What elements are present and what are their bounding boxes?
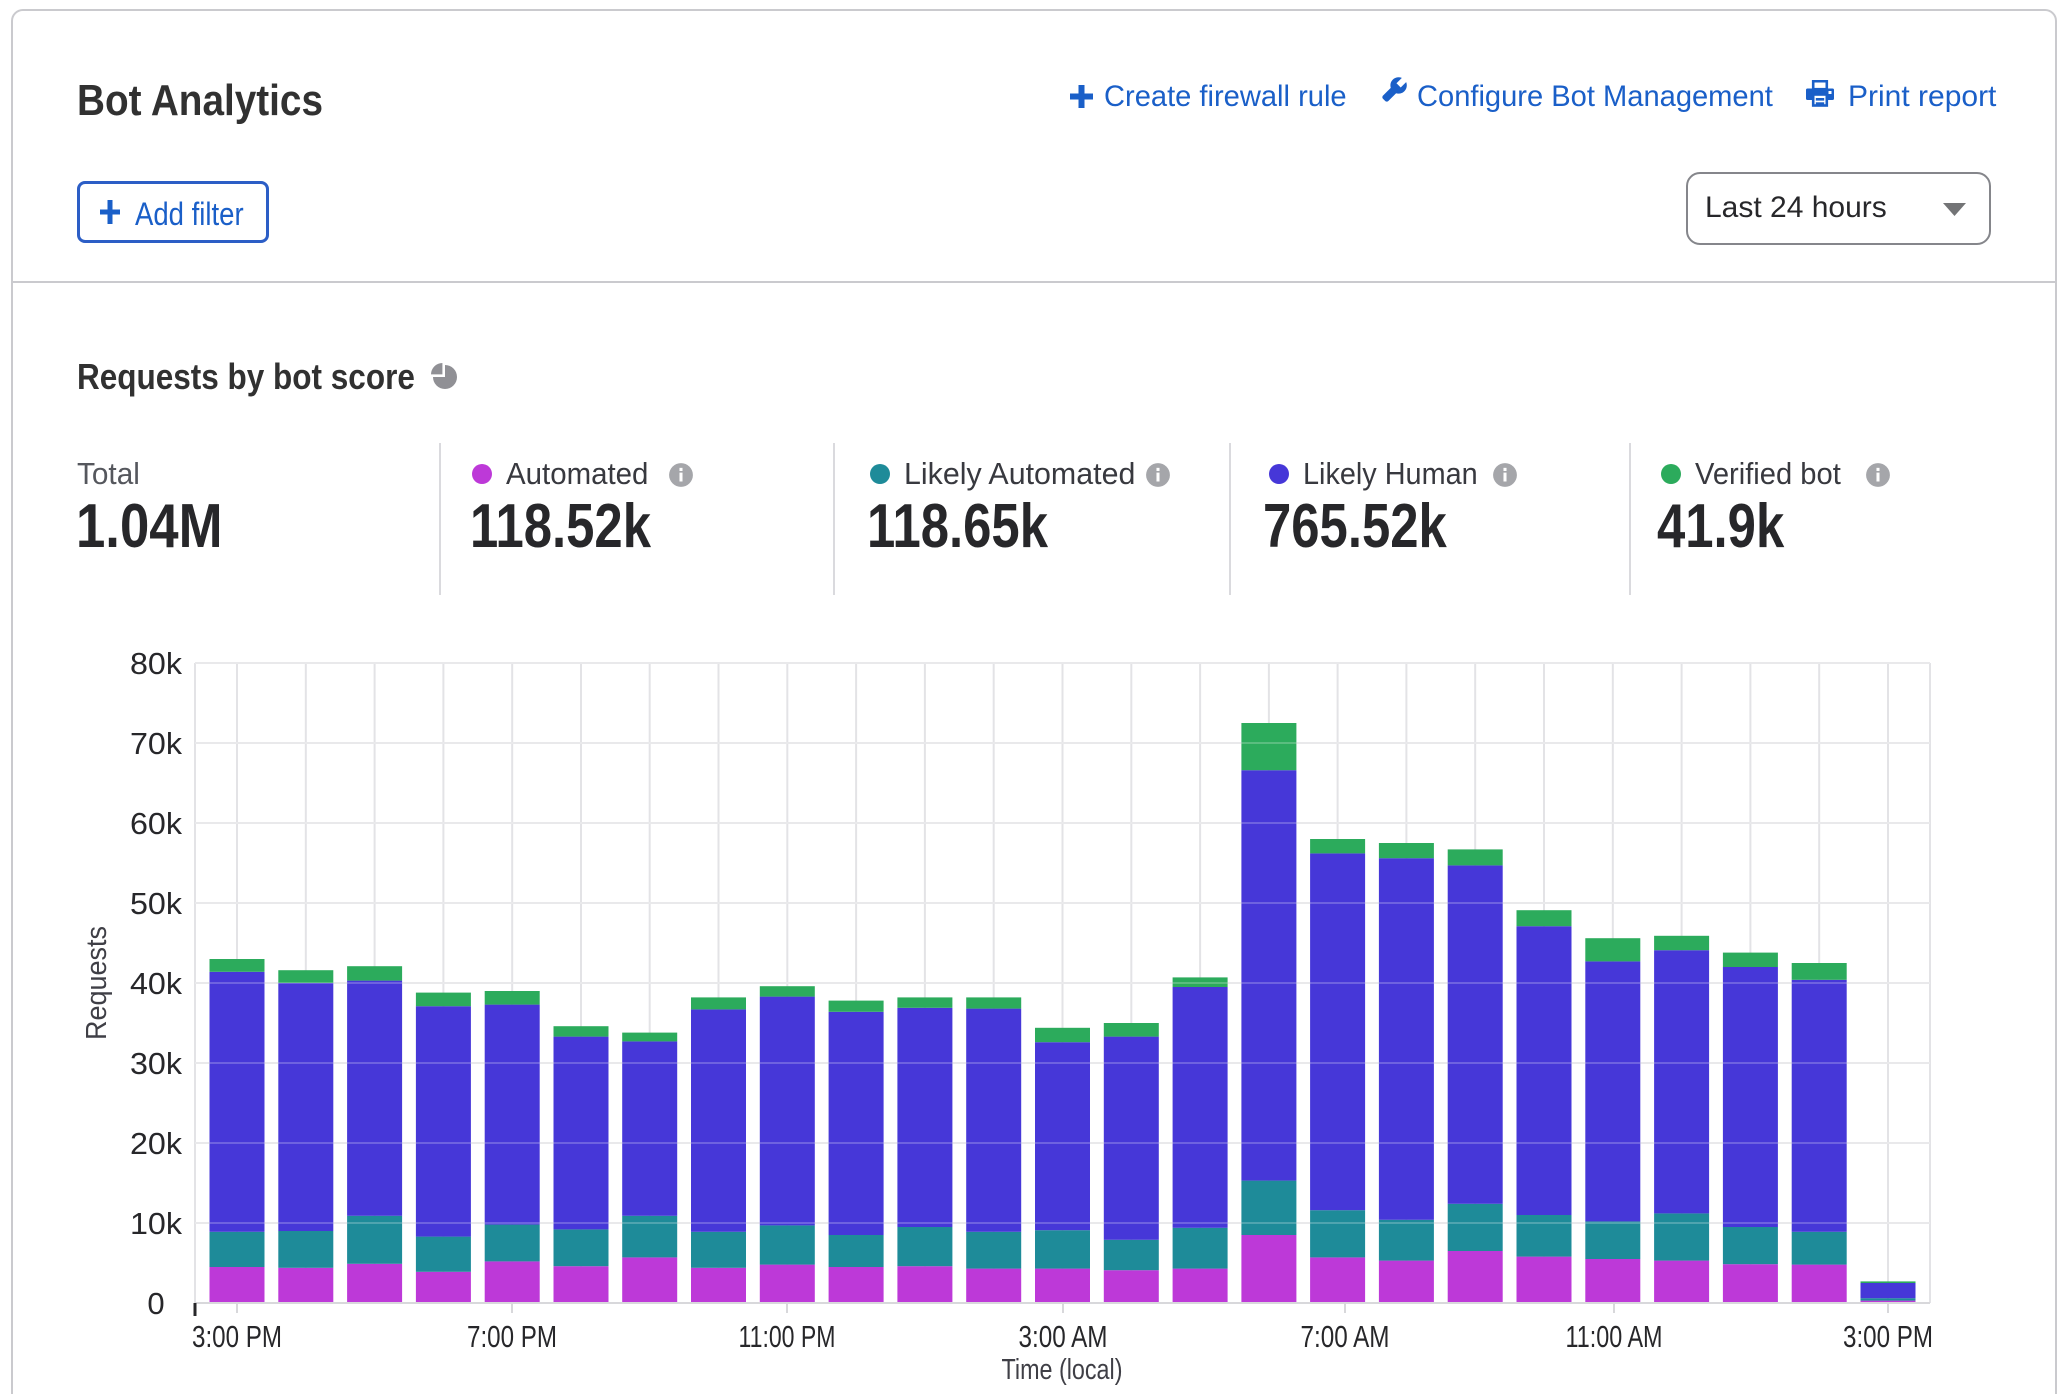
svg-text:0: 0 bbox=[147, 1286, 164, 1321]
svg-text:20k: 20k bbox=[130, 1126, 183, 1161]
svg-text:Requests: Requests bbox=[81, 926, 113, 1040]
svg-text:3:00 AM: 3:00 AM bbox=[1019, 1319, 1108, 1354]
svg-text:80k: 80k bbox=[130, 646, 183, 681]
svg-text:7:00 AM: 7:00 AM bbox=[1301, 1319, 1390, 1354]
svg-text:3:00 PM: 3:00 PM bbox=[192, 1319, 282, 1354]
svg-text:50k: 50k bbox=[130, 886, 183, 921]
svg-text:10k: 10k bbox=[130, 1206, 183, 1241]
svg-text:40k: 40k bbox=[130, 966, 183, 1001]
svg-text:60k: 60k bbox=[130, 806, 183, 841]
svg-text:7:00 PM: 7:00 PM bbox=[467, 1319, 557, 1354]
svg-text:11:00 AM: 11:00 AM bbox=[1566, 1319, 1663, 1354]
svg-text:3:00 PM: 3:00 PM bbox=[1843, 1319, 1933, 1354]
svg-text:30k: 30k bbox=[130, 1046, 183, 1081]
svg-text:70k: 70k bbox=[130, 726, 183, 761]
svg-text:Time (local): Time (local) bbox=[1002, 1354, 1123, 1386]
svg-text:11:00 PM: 11:00 PM bbox=[739, 1319, 836, 1354]
